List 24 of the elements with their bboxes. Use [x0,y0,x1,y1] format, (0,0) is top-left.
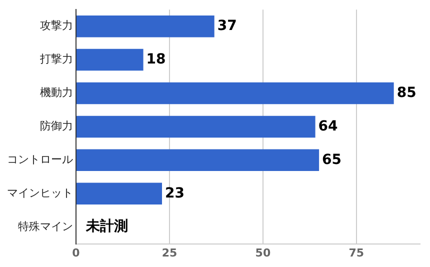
y-tick-label: コントロール [7,153,73,166]
bar [76,182,162,204]
x-tick-label: 50 [255,246,271,260]
y-tick-label: 特殊マイン [18,220,73,233]
data-label: 37 [217,18,237,34]
x-tick-label: 75 [348,246,364,260]
x-tick-label: 0 [72,246,80,260]
y-tick-label: 打撃力 [39,52,73,66]
bar [76,48,144,71]
y-tick-label: 機動力 [40,86,73,100]
bar [76,116,316,138]
bar [76,82,394,104]
bar [76,15,214,38]
data-label: 64 [318,118,338,134]
bar [76,149,320,172]
x-tick-label: 25 [162,246,178,260]
y-tick-label: マインヒット [7,186,73,200]
text: 未計測 [86,218,128,235]
data-label: 23 [165,185,184,202]
data-label: 18 [146,51,166,68]
data-label: 85 [396,84,416,101]
y-tick-label: 攻撃力 [40,19,73,32]
data-label: 65 [322,152,342,168]
y-tick-label: 防御力 [40,120,73,133]
